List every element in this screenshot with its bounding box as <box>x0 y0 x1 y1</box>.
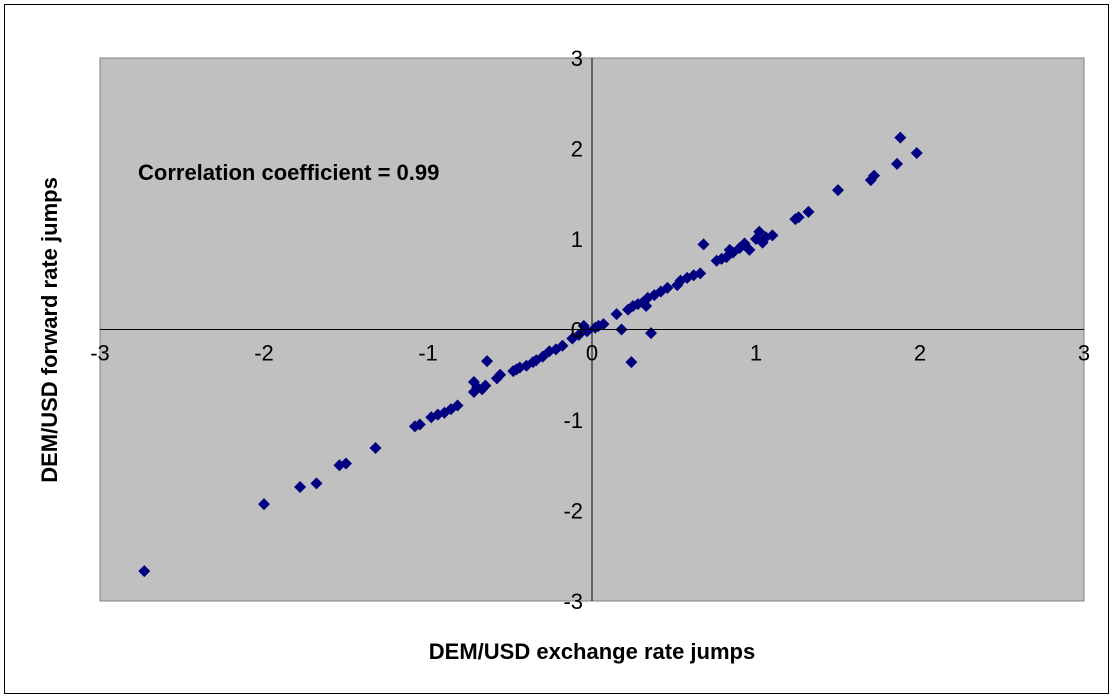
data-point <box>258 498 270 511</box>
data-point <box>868 169 881 182</box>
data-point <box>294 480 307 493</box>
data-point <box>494 368 507 381</box>
data-point <box>894 131 907 144</box>
x-tick-labels: -3 -2 -1 0 1 2 3 <box>90 341 1090 366</box>
data-point <box>891 157 904 170</box>
data-point <box>743 243 756 256</box>
x-tick-label: 0 <box>586 341 598 366</box>
x-tick-label: 2 <box>914 341 926 366</box>
data-point <box>694 267 707 280</box>
data-point <box>832 184 844 197</box>
data-point <box>451 399 464 412</box>
y-tick-label: 2 <box>571 137 583 162</box>
y-tick-label: 1 <box>571 227 583 252</box>
y-axis-title: DEM/USD forward rate jumps <box>37 177 62 483</box>
data-point <box>610 308 623 321</box>
x-tick-label: 3 <box>1078 341 1090 366</box>
data-point <box>481 355 494 368</box>
data-point <box>597 318 610 331</box>
x-tick-label: 1 <box>750 341 762 366</box>
y-tick-labels: 3 2 1 0 -1 -2 -3 <box>563 46 583 614</box>
x-axis-title: DEM/USD exchange rate jumps <box>429 639 755 664</box>
data-point <box>413 418 426 431</box>
x-tick-label: -2 <box>254 341 274 366</box>
data-point <box>645 327 658 340</box>
data-point <box>479 379 492 392</box>
data-point <box>310 477 323 490</box>
data-point <box>802 205 815 218</box>
y-tick-label: -1 <box>563 408 583 433</box>
chart-frame: -3 -2 -1 0 1 2 3 3 2 1 0 -1 -2 -3 Correlation coeffi… <box>4 4 1109 694</box>
data-point <box>138 565 151 578</box>
y-tick-label: 0 <box>571 318 583 343</box>
data-point <box>792 211 805 224</box>
data-point <box>556 339 569 352</box>
data-point <box>910 147 923 160</box>
data-point <box>661 281 674 294</box>
data-point <box>766 229 779 242</box>
y-tick-label: -2 <box>563 499 583 524</box>
data-point <box>640 299 653 312</box>
y-tick-label: -3 <box>563 589 583 614</box>
data-point <box>340 457 352 470</box>
data-point <box>625 356 638 369</box>
data-point <box>467 375 480 388</box>
data-point <box>697 238 710 251</box>
data-point <box>369 442 382 455</box>
x-tick-label: -3 <box>90 341 110 366</box>
scatter-chart: -3 -2 -1 0 1 2 3 3 2 1 0 -1 -2 -3 Correlation coeffi… <box>37 46 1090 664</box>
correlation-annotation: Correlation coefficient = 0.99 <box>138 160 439 185</box>
points-layer <box>138 131 923 578</box>
y-tick-label: 3 <box>571 46 583 71</box>
x-tick-label: -1 <box>418 341 438 366</box>
